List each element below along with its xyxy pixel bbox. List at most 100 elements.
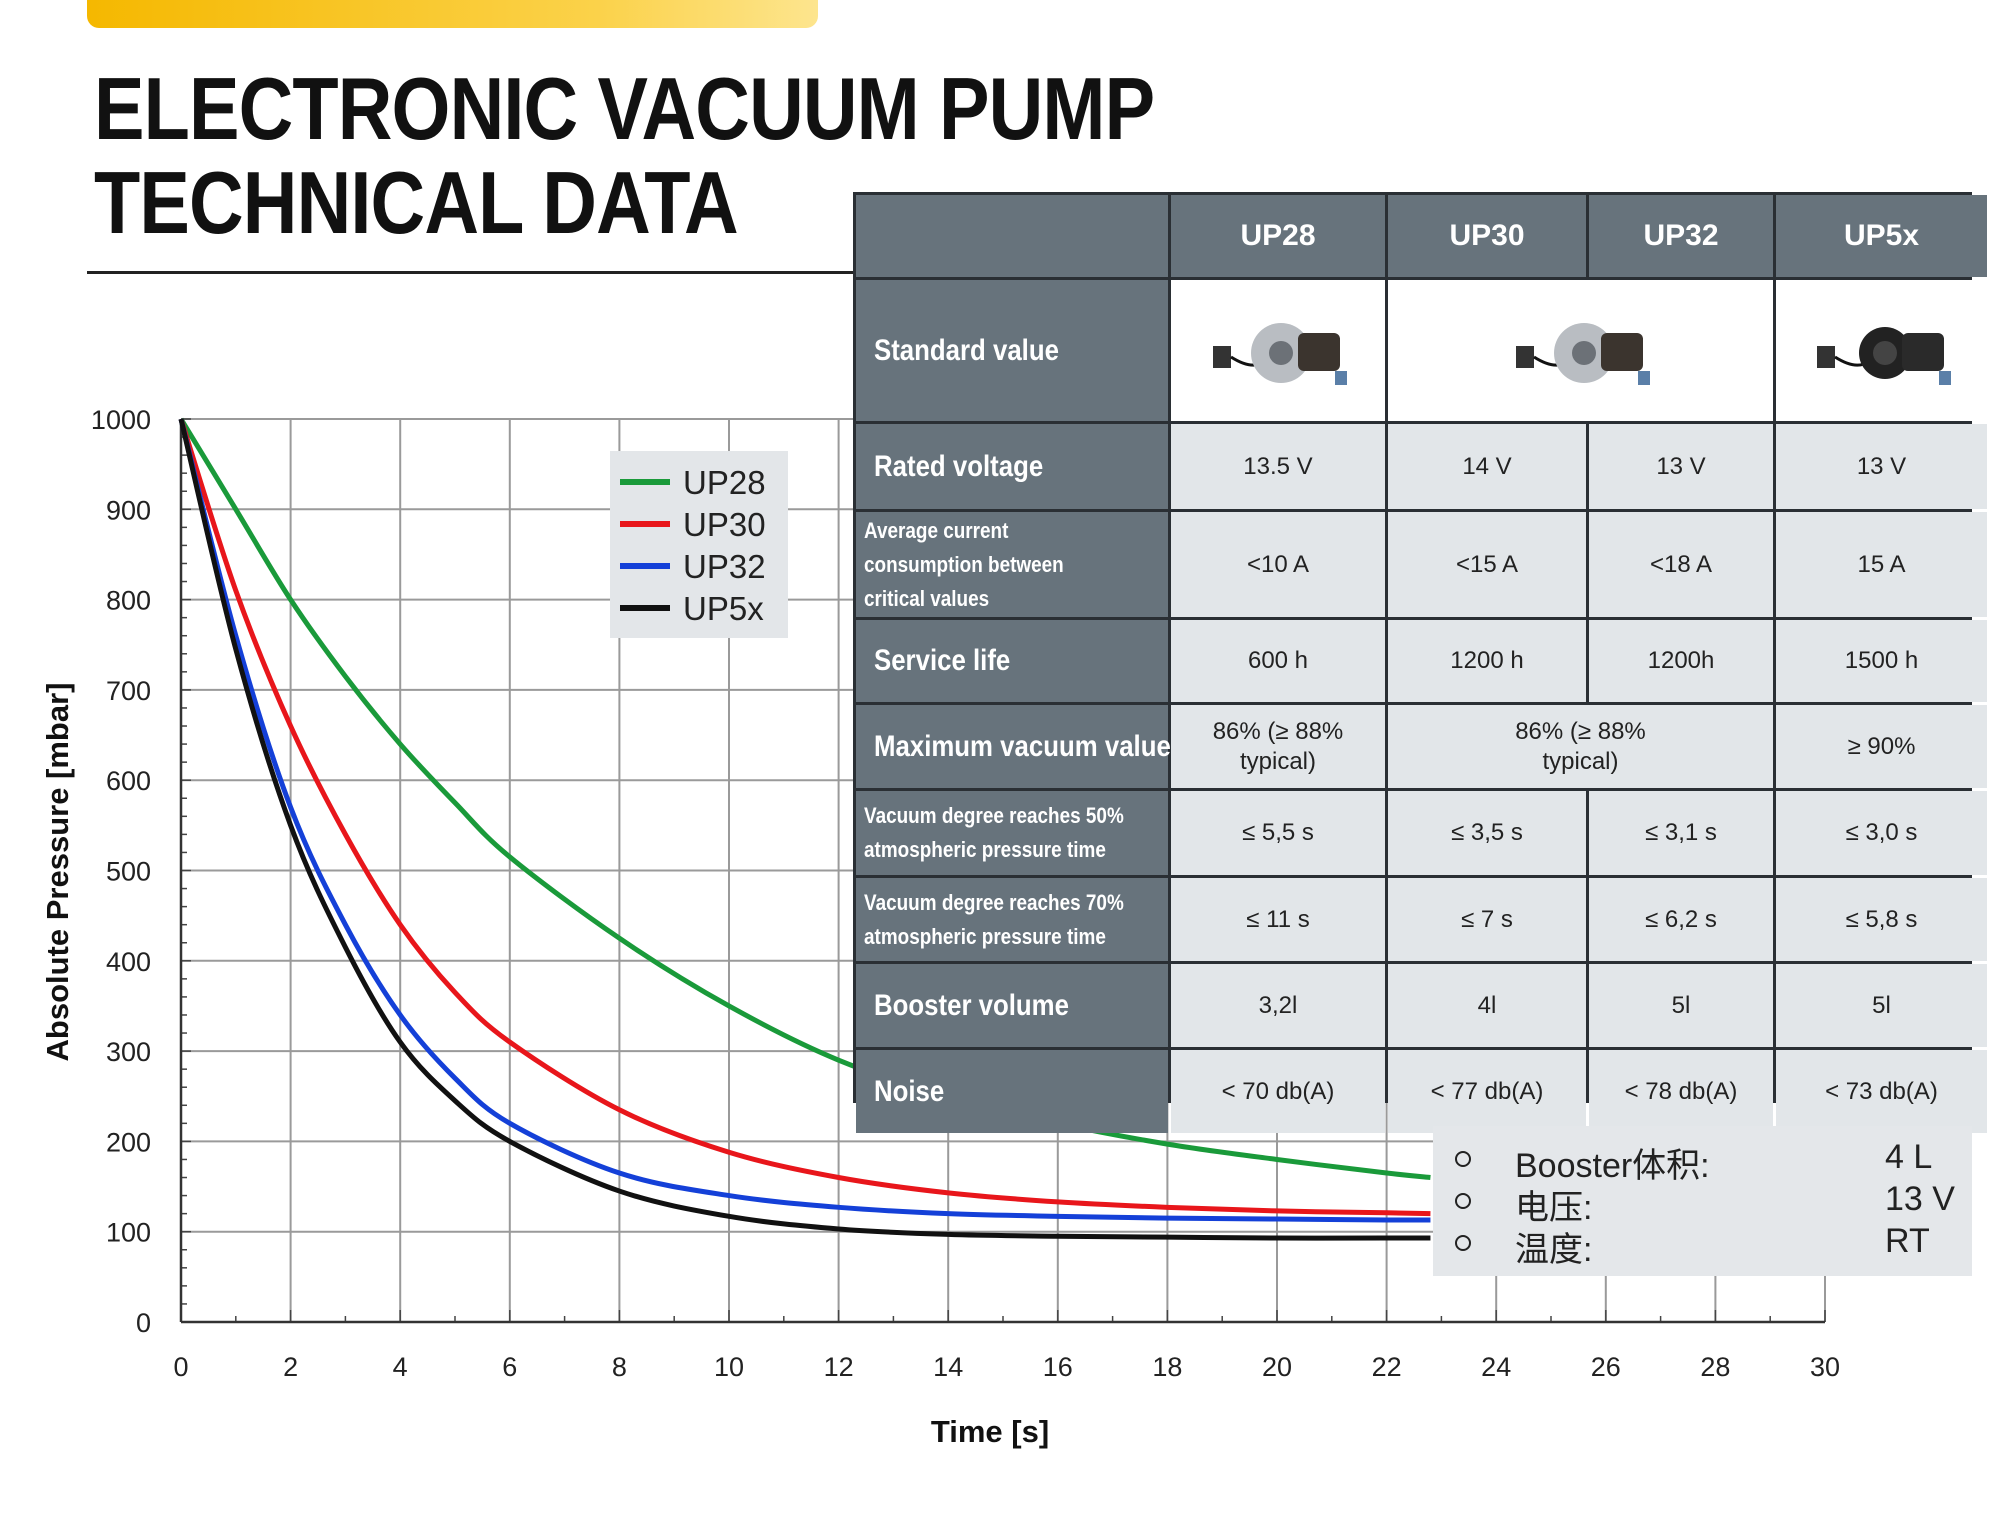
condition-value: 13 V bbox=[1885, 1180, 1955, 1218]
condition-value: RT bbox=[1885, 1222, 1930, 1260]
table-cell: 1200h bbox=[1589, 620, 1773, 702]
table-cell-text: < 70 db(A) bbox=[1221, 1077, 1335, 1105]
table-cell-text: 1500 h bbox=[1844, 647, 1919, 674]
table-cell-text: ≤ 5,5 s bbox=[1242, 819, 1314, 846]
table-cell-text: ≤ 6,2 s bbox=[1645, 905, 1717, 933]
legend-label: UP30 bbox=[683, 506, 766, 543]
pump-image bbox=[1776, 280, 1987, 421]
table-cell: <15 A bbox=[1388, 512, 1586, 617]
table-cell-text: <15 A bbox=[1455, 550, 1519, 578]
y-tick-label: 100 bbox=[106, 1218, 151, 1248]
title-line-1: ELECTRONIC VACUUM PUMP bbox=[94, 59, 1155, 158]
legend: UP28 UP30 UP32 UP5x bbox=[610, 451, 788, 638]
table-cell-text: 600 h bbox=[1247, 647, 1309, 674]
table-cell-text: < 73 db(A) bbox=[1825, 1077, 1938, 1105]
table-cell: 600 h bbox=[1171, 620, 1385, 702]
column-header-up5x: UP5x bbox=[1776, 195, 1987, 277]
column-header-up28: UP28 bbox=[1171, 195, 1385, 277]
column-header-up32-text: UP32 bbox=[1643, 219, 1719, 252]
column-header-up30: UP30 bbox=[1388, 195, 1586, 277]
table-cell-text: < 77 db(A) bbox=[1430, 1077, 1544, 1105]
y-tick-label: 500 bbox=[106, 857, 151, 887]
x-tick-label: 6 bbox=[502, 1352, 517, 1382]
table-cell-text: ≥ 90% bbox=[1847, 732, 1916, 760]
table-cell-text: 13 V bbox=[1856, 452, 1907, 480]
table-cell: 5l bbox=[1776, 964, 1987, 1047]
series-line-up5x bbox=[178, 418, 1431, 1241]
page-title: ELECTRONIC VACUUM PUMP TECHNICAL DATA bbox=[94, 59, 1155, 252]
y-tick-label: 200 bbox=[106, 1127, 151, 1157]
x-tick-label: 24 bbox=[1481, 1352, 1511, 1382]
x-tick-label: 10 bbox=[714, 1352, 744, 1382]
condition-key: 电压: bbox=[1515, 1189, 1593, 1227]
pump-image bbox=[1388, 280, 1773, 421]
table-cell-text: ≤ 7 s bbox=[1461, 905, 1513, 933]
bullet-icon bbox=[1455, 1235, 1471, 1251]
x-tick-label: 18 bbox=[1152, 1352, 1182, 1382]
y-axis-label: Absolute Pressure [mbar] bbox=[40, 683, 75, 1062]
table-cell: < 70 db(A) bbox=[1171, 1050, 1385, 1133]
table-cell-text: 86% (≥ 88% typical) bbox=[1212, 717, 1344, 775]
column-header-up5x-text: UP5x bbox=[1843, 219, 1920, 252]
table-cell: 1200 h bbox=[1388, 620, 1586, 702]
title-line-2: TECHNICAL DATA bbox=[94, 153, 739, 252]
legend-label: UP32 bbox=[683, 548, 766, 585]
table-cell: <10 A bbox=[1171, 512, 1385, 617]
x-tick-label: 20 bbox=[1262, 1352, 1292, 1382]
table-cell-text: ≤ 3,0 s bbox=[1845, 819, 1918, 846]
table-cell: ≤ 5,8 s bbox=[1776, 878, 1987, 961]
table-cell: 14 V bbox=[1388, 424, 1586, 509]
condition-key: Booster体积: bbox=[1515, 1147, 1710, 1185]
table-cell-text: 1200h bbox=[1647, 647, 1715, 674]
table-cell-text: 86% (≥ 88% typical) bbox=[1515, 717, 1646, 775]
table-cell-text: 13.5 V bbox=[1243, 452, 1313, 480]
x-tick-label: 8 bbox=[612, 1352, 627, 1382]
test-conditions-box: Booster体积: 4 L 电压: 13 V 温度: RT bbox=[1433, 1126, 1972, 1276]
y-tick-label: 700 bbox=[106, 676, 151, 706]
accent-bar bbox=[87, 0, 818, 28]
table-cell: 13 V bbox=[1589, 424, 1773, 509]
condition-row: 电压: 13 V bbox=[1455, 1180, 1955, 1227]
row-label: Rated voltage bbox=[856, 424, 1168, 509]
column-header-up30-text: UP30 bbox=[1449, 219, 1525, 252]
column-header-up32: UP32 bbox=[1589, 195, 1773, 277]
row-label-text: Booster volume bbox=[874, 988, 1069, 1022]
series-line-up28 bbox=[178, 417, 1431, 1181]
table-cell: 86% (≥ 88% typical) bbox=[1171, 705, 1385, 788]
legend-label: UP5x bbox=[683, 590, 764, 627]
table-cell-text: 5l bbox=[1872, 991, 1891, 1019]
table-cell: ≤ 11 s bbox=[1171, 878, 1385, 961]
table-cell-text: 4l bbox=[1477, 991, 1497, 1019]
table-cell-text: ≤ 3,5 s bbox=[1451, 819, 1523, 846]
table-cell: 4l bbox=[1388, 964, 1586, 1047]
row-label: Noise bbox=[856, 1050, 1168, 1133]
row-label-text: Rated voltage bbox=[874, 449, 1044, 483]
y-tick-label: 400 bbox=[106, 947, 151, 977]
row-label: Maximum vacuum value bbox=[856, 705, 1171, 788]
title-divider bbox=[87, 271, 853, 274]
y-tick-label: 900 bbox=[106, 495, 151, 525]
table-cell-text: < 78 db(A) bbox=[1624, 1077, 1738, 1105]
bullet-icon bbox=[1455, 1193, 1471, 1209]
table-cell: < 73 db(A) bbox=[1776, 1050, 1987, 1133]
spec-table: UP28 UP30 UP32 UP5x Standard value Rated volt… bbox=[853, 192, 1987, 1133]
x-tick-label: 22 bbox=[1372, 1352, 1402, 1382]
y-tick-label: 600 bbox=[106, 766, 151, 796]
y-tick-label: 0 bbox=[136, 1308, 151, 1338]
row-label: Vacuum degree reaches 50% atmospheric pr… bbox=[856, 791, 1168, 875]
table-cell-text: ≤ 5,8 s bbox=[1845, 905, 1918, 933]
pump-icon bbox=[1816, 326, 1951, 385]
table-cell-text: ≤ 3,1 s bbox=[1645, 819, 1717, 846]
table-cell: <18 A bbox=[1589, 512, 1773, 617]
legend-label: UP28 bbox=[683, 464, 766, 501]
series-line-up30 bbox=[178, 418, 1431, 1217]
row-label-text: Service life bbox=[874, 644, 1011, 677]
x-tick-label: 12 bbox=[824, 1352, 854, 1382]
series-line-up32 bbox=[178, 418, 1431, 1223]
table-cell-text: 5l bbox=[1671, 991, 1691, 1019]
y-tick-label: 300 bbox=[106, 1037, 151, 1067]
y-tick-label: 800 bbox=[106, 586, 151, 616]
x-tick-label: 4 bbox=[393, 1352, 408, 1382]
row-label: Service life bbox=[856, 620, 1168, 702]
pump-icon bbox=[1213, 322, 1347, 385]
